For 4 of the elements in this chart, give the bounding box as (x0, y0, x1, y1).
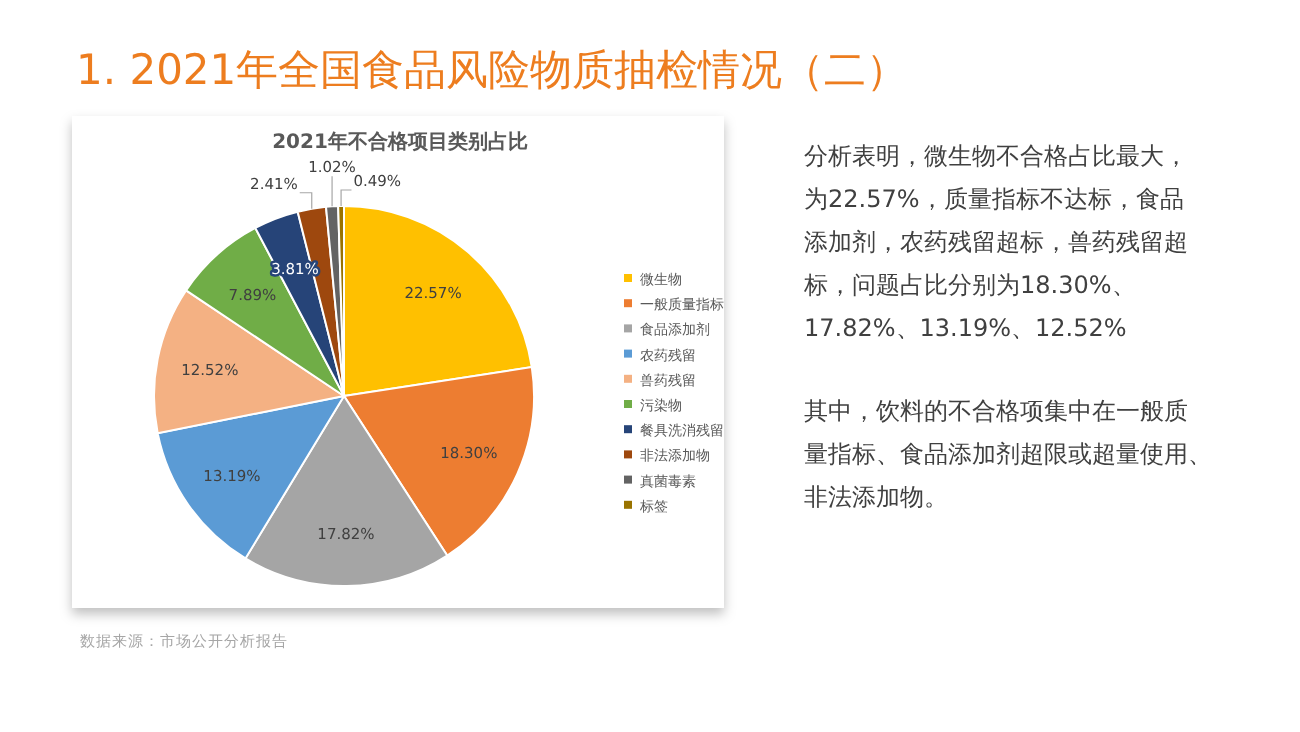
text: 其中，饮料的不合格项集中在一般质量指标、食品添加剂超限或超量使用、非法添加物。 (804, 397, 1212, 511)
chart-subtitle: 2021年不合格项目类别占比 (272, 130, 528, 154)
text: 分析表明，微生物不合格占比最大，为22.57%，质量指标不达标，食品添加剂，农药残留超标，兽药残留超标，问题占比分别为18.30%、17.82%、13.19%、12.52% (802, 142, 1188, 342)
chart-title: 1. 2021年全国食品风险物质抽检情况（二） (76, 46, 909, 94)
